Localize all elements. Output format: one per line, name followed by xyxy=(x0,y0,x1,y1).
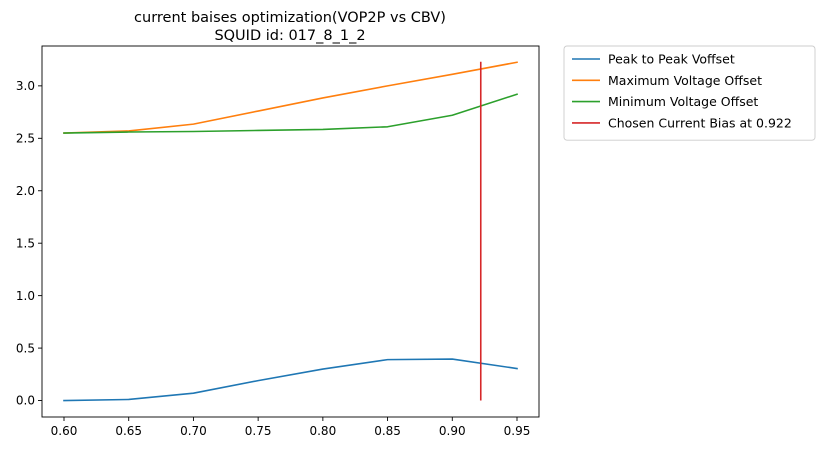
series-line-1 xyxy=(63,61,518,134)
y-tick-label-2: 1.0 xyxy=(16,289,35,303)
plot-frame xyxy=(41,45,540,418)
series-line-2 xyxy=(63,93,519,134)
legend-label-3: Chosen Current Bias at 0.922 xyxy=(608,115,792,130)
x-tick-label-7: 0.95 xyxy=(504,424,531,438)
legend-label-0: Peak to Peak Voffset xyxy=(608,52,735,67)
x-tick-label-1: 0.65 xyxy=(115,424,142,438)
legend-label-1: Maximum Voltage Offset xyxy=(608,73,762,88)
x-tick-label-2: 0.70 xyxy=(180,424,207,438)
x-tick-label-5: 0.85 xyxy=(374,424,401,438)
x-tick-label-0: 0.60 xyxy=(51,424,78,438)
x-tick-label-4: 0.80 xyxy=(309,424,336,438)
y-tick-label-4: 2.0 xyxy=(16,184,35,198)
legend: Peak to Peak Voffset Maximum Voltage Offs… xyxy=(563,45,816,141)
x-tick-label-3: 0.75 xyxy=(245,424,272,438)
y-tick-label-6: 3.0 xyxy=(16,79,35,93)
series-line-0 xyxy=(63,358,518,402)
y-tick-label-1: 0.5 xyxy=(16,341,35,355)
plot-area: 0.60 0.65 0.70 0.75 0.80 0.85 0.90 0.95 0.0 0.5 1.… xyxy=(16,45,540,438)
legend-box xyxy=(563,45,816,141)
chart-title: current baises optimization(VOP2P vs CBV… xyxy=(134,10,446,26)
y-tick-label-3: 1.5 xyxy=(16,236,35,250)
chart-subtitle: SQUID id: 017_8_1_2 xyxy=(214,28,365,44)
legend-label-2: Minimum Voltage Offset xyxy=(608,94,758,109)
x-tick-label-6: 0.90 xyxy=(439,424,466,438)
y-tick-label-0: 0.0 xyxy=(16,394,35,408)
y-tick-label-5: 2.5 xyxy=(16,132,35,146)
